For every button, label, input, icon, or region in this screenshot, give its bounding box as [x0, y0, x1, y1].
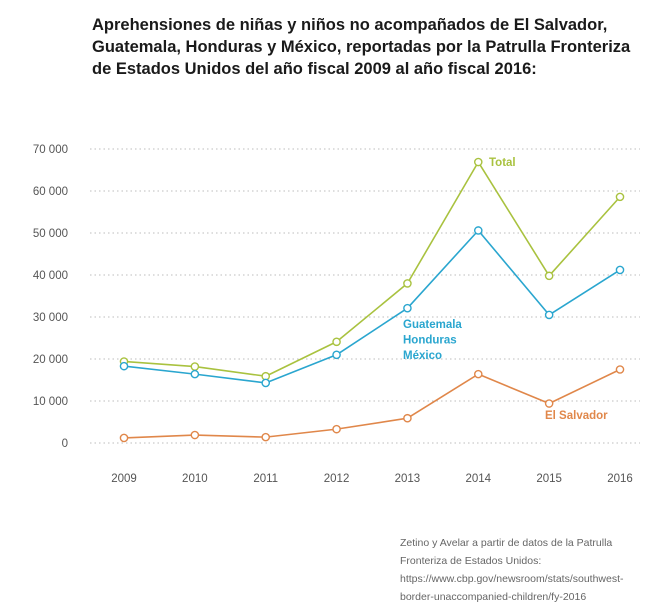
x-tick-label: 2009	[111, 473, 137, 485]
data-point	[473, 157, 483, 167]
x-tick-label: 2013	[395, 473, 421, 485]
y-tick-label: 40 000	[33, 270, 68, 282]
series-line	[123, 161, 621, 378]
series-line	[123, 368, 621, 439]
y-tick-label: 0	[62, 438, 68, 450]
chart-title: Aprehensiones de niñas y niños no acompa…	[92, 16, 631, 78]
source-note: Zetino y Avelar a partir de datos de la …	[400, 537, 624, 603]
series-lines	[123, 161, 621, 439]
data-point	[403, 303, 412, 313]
data-point	[473, 226, 483, 235]
x-tick-label: 2016	[607, 473, 633, 485]
line-chart: 0 10 000 20 000 30 000 40 000 50 000 60 000 70 …	[33, 144, 640, 485]
data-point	[544, 271, 554, 281]
data-point	[403, 413, 412, 423]
data-point	[615, 265, 625, 275]
data-point	[544, 399, 554, 408]
data-point	[473, 369, 483, 379]
y-tick-label: 60 000	[33, 186, 68, 198]
data-point	[332, 350, 341, 360]
series-line	[123, 229, 621, 384]
data-point	[190, 430, 200, 440]
grid-lines	[90, 148, 640, 444]
data-point	[190, 369, 200, 379]
series-label: Total	[489, 157, 516, 169]
y-tick-label: 20 000	[33, 354, 68, 366]
data-point	[615, 192, 625, 202]
data-point	[332, 337, 341, 347]
x-axis-ticks: 2009 2010 2011 2012 2013 2014 2015 2016	[111, 473, 633, 485]
data-point	[403, 279, 412, 288]
data-point	[261, 378, 271, 388]
series-label: Guatemala Honduras México	[403, 319, 462, 362]
y-tick-label: 30 000	[33, 312, 68, 324]
data-point	[119, 361, 129, 371]
x-tick-label: 2012	[324, 473, 350, 485]
y-axis-ticks: 0 10 000 20 000 30 000 40 000 50 000 60 000 70 …	[33, 144, 68, 450]
y-tick-label: 70 000	[33, 144, 68, 156]
series-points	[119, 157, 625, 443]
x-tick-label: 2014	[465, 473, 491, 485]
data-point	[332, 424, 341, 434]
x-tick-label: 2010	[182, 473, 208, 485]
x-tick-label: 2011	[253, 473, 278, 485]
series-label: El Salvador	[545, 410, 608, 422]
data-point	[190, 362, 200, 371]
y-tick-label: 50 000	[33, 228, 68, 240]
y-tick-label: 10 000	[33, 396, 68, 408]
data-point	[119, 433, 129, 443]
series-labels: Total Guatemala Honduras México El Salvador	[403, 157, 608, 422]
x-tick-label: 2015	[536, 473, 562, 485]
data-point	[544, 310, 554, 320]
data-point	[615, 365, 625, 374]
data-point	[261, 432, 271, 442]
